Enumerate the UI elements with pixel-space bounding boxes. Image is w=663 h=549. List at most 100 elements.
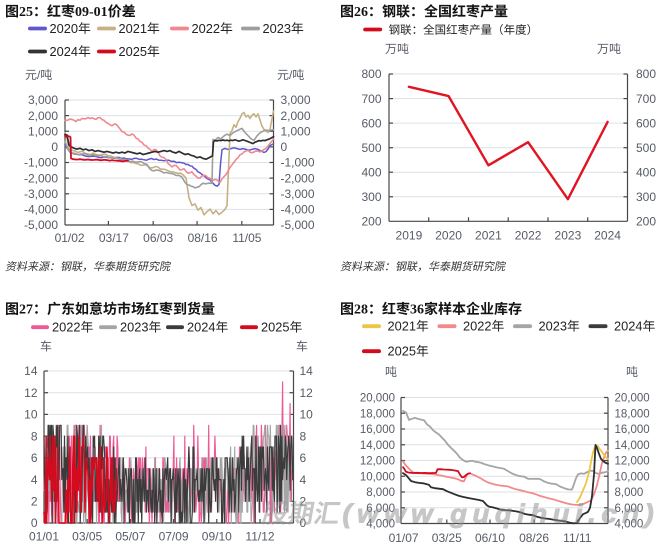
svg-text:07/09: 07/09 (159, 530, 189, 544)
svg-text:-2,000: -2,000 (24, 171, 58, 185)
svg-text:09-01: 09-01 (75, 5, 108, 20)
svg-text:700: 700 (636, 92, 656, 106)
svg-text:1,000: 1,000 (28, 124, 58, 138)
svg-text:4: 4 (300, 473, 307, 487)
svg-text:-4,000: -4,000 (281, 203, 315, 217)
svg-text:12: 12 (300, 386, 314, 400)
svg-text:2022: 2022 (515, 229, 542, 243)
svg-text:12: 12 (24, 386, 38, 400)
svg-text:14,000: 14,000 (360, 440, 395, 452)
svg-text:06/03: 06/03 (143, 231, 173, 245)
svg-text:28: 28 (354, 303, 368, 318)
svg-text:03/25: 03/25 (432, 531, 462, 545)
svg-text:0: 0 (281, 140, 288, 154)
svg-text:12,000: 12,000 (360, 456, 395, 468)
svg-text:20,000: 20,000 (615, 393, 650, 405)
svg-text:/: / (289, 68, 293, 82)
svg-text:2022: 2022 (192, 21, 220, 36)
svg-text:2024: 2024 (187, 320, 215, 335)
svg-text:2,000: 2,000 (281, 109, 311, 123)
svg-text:2020: 2020 (50, 21, 78, 36)
svg-text:26: 26 (354, 5, 368, 20)
svg-text:2023: 2023 (120, 320, 148, 335)
svg-text:2,000: 2,000 (28, 109, 58, 123)
svg-text:8: 8 (31, 429, 38, 443)
svg-text:-4,000: -4,000 (24, 203, 58, 217)
svg-text:600: 600 (361, 116, 381, 130)
svg-text:4,000: 4,000 (366, 519, 395, 531)
svg-text:2024: 2024 (594, 229, 621, 243)
svg-text:10,000: 10,000 (360, 471, 395, 483)
svg-text:05/07: 05/07 (115, 530, 145, 544)
svg-text:400: 400 (636, 165, 656, 179)
svg-text:2023: 2023 (555, 229, 582, 243)
svg-text:11/12: 11/12 (245, 530, 274, 544)
svg-text:27: 27 (19, 303, 33, 318)
svg-text:8,000: 8,000 (366, 487, 395, 499)
svg-text:-1,000: -1,000 (24, 156, 58, 170)
svg-text:10: 10 (24, 408, 38, 422)
svg-text:600: 600 (636, 116, 656, 130)
svg-text:500: 500 (636, 141, 656, 155)
svg-text:16,000: 16,000 (360, 424, 395, 436)
svg-text:2025: 2025 (261, 320, 289, 335)
svg-text:6,000: 6,000 (366, 503, 395, 515)
svg-text:2019: 2019 (396, 229, 423, 243)
svg-text:2: 2 (300, 495, 307, 509)
svg-text:800: 800 (361, 67, 381, 81)
svg-text:8: 8 (300, 429, 307, 443)
svg-text:2021: 2021 (119, 21, 147, 36)
svg-text:0: 0 (300, 516, 307, 530)
svg-text:400: 400 (361, 165, 381, 179)
svg-text:36: 36 (410, 303, 424, 318)
svg-text:01/01: 01/01 (29, 530, 59, 544)
svg-text:200: 200 (361, 215, 381, 229)
svg-text:0: 0 (51, 140, 58, 154)
svg-text:01/02: 01/02 (55, 231, 85, 245)
svg-text:09/10: 09/10 (202, 530, 232, 544)
svg-text:20,000: 20,000 (360, 393, 395, 405)
svg-text:800: 800 (636, 67, 656, 81)
svg-text:500: 500 (361, 141, 381, 155)
svg-text:6,000: 6,000 (615, 503, 644, 515)
svg-text:2023: 2023 (263, 21, 291, 36)
svg-text:10: 10 (300, 408, 314, 422)
svg-text:06/10: 06/10 (475, 531, 505, 545)
svg-text:16,000: 16,000 (615, 424, 650, 436)
svg-text:300: 300 (361, 190, 381, 204)
svg-text:18,000: 18,000 (615, 408, 650, 420)
svg-text:2025: 2025 (388, 344, 416, 359)
svg-text:/: / (37, 68, 41, 82)
svg-text:4,000: 4,000 (615, 519, 644, 531)
svg-text:08/26: 08/26 (519, 531, 549, 545)
svg-text:-5,000: -5,000 (281, 218, 315, 232)
svg-text:2025: 2025 (119, 44, 147, 59)
svg-text:2022: 2022 (52, 320, 80, 335)
svg-text:2021: 2021 (388, 319, 416, 334)
svg-text:11/11: 11/11 (563, 531, 592, 545)
svg-text:2021: 2021 (475, 229, 502, 243)
svg-text:3,000: 3,000 (28, 93, 58, 107)
svg-text:-5,000: -5,000 (24, 218, 58, 232)
svg-text:14,000: 14,000 (615, 440, 650, 452)
svg-text:2022: 2022 (463, 319, 491, 334)
svg-text:-2,000: -2,000 (281, 171, 315, 185)
svg-text:1,000: 1,000 (281, 124, 311, 138)
svg-text:-1,000: -1,000 (281, 156, 315, 170)
svg-text:8,000: 8,000 (615, 487, 644, 499)
svg-text:14: 14 (24, 364, 38, 378)
svg-text:12,000: 12,000 (615, 456, 650, 468)
svg-text:2020: 2020 (435, 229, 462, 243)
svg-text:6: 6 (31, 451, 38, 465)
svg-text:03/17: 03/17 (99, 231, 129, 245)
svg-text:0: 0 (31, 516, 38, 530)
svg-text:03/05: 03/05 (72, 530, 102, 544)
svg-text:3,000: 3,000 (281, 93, 311, 107)
svg-text:6: 6 (300, 451, 307, 465)
svg-text:4: 4 (31, 473, 38, 487)
svg-text:25: 25 (19, 5, 33, 20)
svg-text:200: 200 (636, 215, 656, 229)
svg-text:(www.guqihui.cn): (www.guqihui.cn) (343, 499, 660, 528)
svg-text:2024: 2024 (614, 319, 642, 334)
svg-text:10,000: 10,000 (615, 471, 650, 483)
